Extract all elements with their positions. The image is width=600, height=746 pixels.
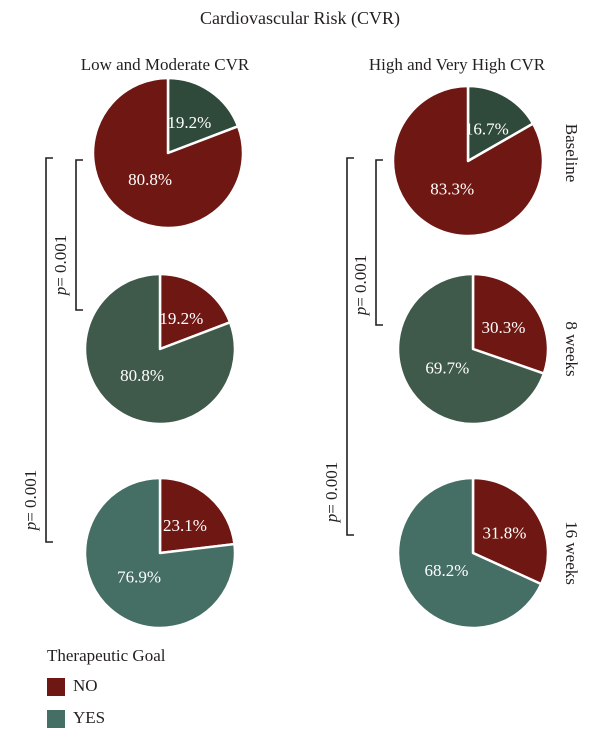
p-symbol: p xyxy=(51,287,70,297)
pie-high-and-very-high-cvr-baseline: 16.7% 83.3% xyxy=(391,84,545,238)
legend-label-yes: YES xyxy=(73,708,106,727)
pie-slice-no xyxy=(391,84,545,238)
bracket-low-baseline-16weeks: p= 0.001 xyxy=(21,157,53,543)
legend-swatch-no xyxy=(47,678,65,696)
pie-slice-label-yes: 16.7% xyxy=(465,120,509,139)
bracket-high-baseline-16weeks: p= 0.001 xyxy=(322,157,354,536)
group-title-high-very-high: High and Very High CVR xyxy=(369,55,546,74)
timepoint-labels-layer: Baseline 8 weeks 16 weeks xyxy=(562,124,581,585)
pie-high-and-very-high-cvr-16-weeks: 31.8% 68.2% xyxy=(396,476,550,630)
pie-slice-no xyxy=(471,476,550,586)
pie-slice-yes xyxy=(166,76,240,155)
pie-slice-label-yes: 68.2% xyxy=(425,561,469,580)
pie-slice-label-no: 83.3% xyxy=(430,179,474,198)
p-symbol: p xyxy=(322,514,341,524)
pie-slice-label-yes: 19.2% xyxy=(167,113,211,132)
legend-item-no: NO xyxy=(47,676,247,698)
pie-slice-label-no: 19.2% xyxy=(159,309,203,328)
pie-slice-label-yes: 80.8% xyxy=(120,366,164,385)
bracket-low-baseline-8weeks: p= 0.001 xyxy=(51,159,83,311)
pie-slice-yes xyxy=(466,84,535,163)
timepoint-label-baseline: Baseline xyxy=(562,124,581,183)
pie-slice-yes xyxy=(83,476,237,630)
p-symbol: p xyxy=(351,307,370,317)
pie-low-and-moderate-cvr-16-weeks: 23.1% 76.9% xyxy=(83,476,237,630)
bracket-line xyxy=(45,157,53,543)
bracket-line xyxy=(75,159,83,311)
p-value-label: p= 0.001 xyxy=(51,235,70,297)
pie-slice-label-yes: 76.9% xyxy=(117,568,161,587)
pie-slice-label-no: 23.1% xyxy=(163,516,207,535)
timepoint-label-8-weeks: 8 weeks xyxy=(562,321,581,376)
p-value-label: p= 0.001 xyxy=(21,470,40,532)
p-value: = 0.001 xyxy=(351,255,370,307)
pie-high-and-very-high-cvr-8-weeks: 30.3% 69.7% xyxy=(396,272,550,426)
p-value: = 0.001 xyxy=(21,470,40,522)
p-value: = 0.001 xyxy=(322,462,341,514)
pie-low-and-moderate-cvr-baseline: 19.2% 80.8% xyxy=(91,76,245,230)
group-title-low-moderate: Low and Moderate CVR xyxy=(81,55,250,74)
pie-low-and-moderate-cvr-8-weeks: 19.2% 80.8% xyxy=(83,272,237,426)
bracket-line xyxy=(346,157,354,536)
bracket-line xyxy=(375,159,383,326)
legend: Therapeutic Goal NO YES xyxy=(47,646,307,736)
pie-slice-label-no: 31.8% xyxy=(483,524,527,543)
pie-slice-yes xyxy=(83,272,237,426)
pie-slice-yes xyxy=(396,272,546,426)
p-value-label: p= 0.001 xyxy=(351,255,370,317)
bracket-high-baseline-8weeks: p= 0.001 xyxy=(351,159,383,326)
p-value-label: p= 0.001 xyxy=(322,462,341,524)
pie-slice-label-no: 80.8% xyxy=(128,170,172,189)
legend-title: Therapeutic Goal xyxy=(47,646,166,665)
chart-title: Cardiovascular Risk (CVR) xyxy=(200,8,400,29)
pie-slice-no xyxy=(158,476,236,555)
timepoint-label-16-weeks: 16 weeks xyxy=(562,521,581,585)
legend-item-yes: YES xyxy=(47,708,247,730)
legend-swatch-yes xyxy=(47,710,65,728)
p-symbol: p xyxy=(21,522,40,532)
legend-label-no: NO xyxy=(73,676,98,695)
pie-slice-label-yes: 69.7% xyxy=(425,358,469,377)
p-value: = 0.001 xyxy=(51,235,70,287)
pie-slice-yes xyxy=(396,476,543,630)
pie-slice-label-no: 30.3% xyxy=(482,318,526,337)
pie-slice-no xyxy=(471,272,550,375)
pie-slice-no xyxy=(158,272,232,351)
pies-layer: 19.2% 80.8% 19.2% 80.8% 23.1% 76.9% 16.7% 83.3%… xyxy=(83,76,550,630)
pie-slice-no xyxy=(91,76,245,230)
